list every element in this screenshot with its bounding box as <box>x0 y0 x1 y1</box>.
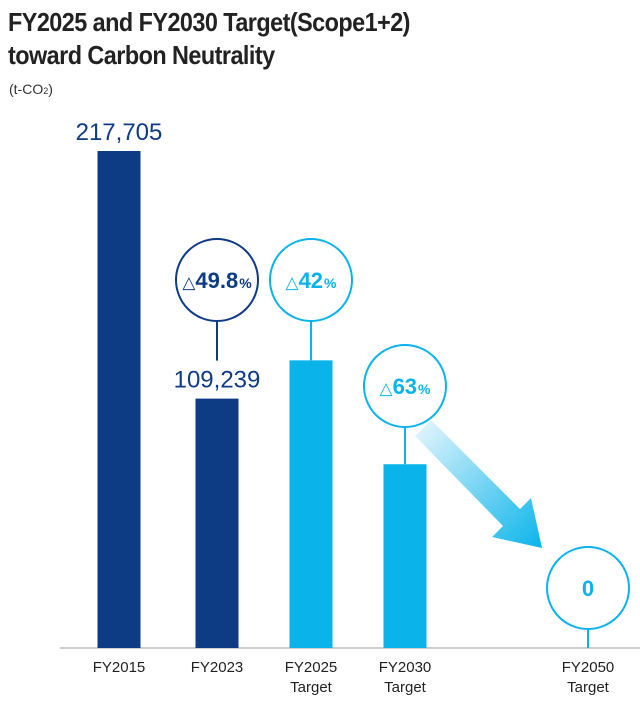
x-tick-label: FY2015 <box>93 659 146 676</box>
callout-value: 42 <box>299 268 323 293</box>
reduction-callout-circle <box>175 238 259 322</box>
reduction-arrow <box>415 420 542 548</box>
x-tick-label: FY2023 <box>191 659 244 676</box>
bar-fy2023 <box>195 398 239 648</box>
callout-symbol: △ <box>379 379 393 398</box>
bar-fy2030 <box>383 464 427 648</box>
x-tick-label: FY2050 <box>562 659 615 676</box>
chart-title-line1: FY2025 and FY2030 Target(Scope1+2) <box>8 7 410 37</box>
callout-unit: % <box>239 275 252 291</box>
bar-fy2015 <box>97 151 141 648</box>
value-label-fy2015: 217,705 <box>76 119 163 146</box>
reduction-callout-text: △42% <box>285 268 337 293</box>
end-callout-circle <box>546 546 630 630</box>
unit-subscript: 2 <box>43 86 49 96</box>
unit-suffix: ) <box>48 81 53 97</box>
end-callout-value: 0 <box>582 576 594 601</box>
reduction-callout-text: △63% <box>379 374 431 399</box>
unit-label: (t-CO2) <box>9 81 53 97</box>
chart-title: FY2025 and FY2030 Target(Scope1+2) towar… <box>8 6 410 72</box>
x-tick-label-line2: Target <box>384 679 427 696</box>
reduction-callout-text: △49.8% <box>182 268 252 293</box>
callout-value: 49.8 <box>195 268 238 293</box>
callout-symbol: △ <box>182 273 196 292</box>
callout-unit: % <box>324 275 337 291</box>
unit-prefix: (t-CO <box>9 81 44 97</box>
callout-value: 63 <box>393 374 417 399</box>
callout-unit: % <box>418 381 431 397</box>
chart-title-line2: toward Carbon Neutrality <box>8 40 275 70</box>
x-tick-label-line2: Target <box>567 679 610 696</box>
x-tick-label: FY2030 <box>379 659 432 676</box>
callout-symbol: △ <box>285 273 299 292</box>
reduction-callout-circle <box>363 344 447 428</box>
bar-fy2025 <box>289 360 333 648</box>
reduction-callout-circle <box>269 238 353 322</box>
x-tick-label: FY2025 <box>285 659 338 676</box>
x-tick-label-line2: Target <box>290 679 333 696</box>
value-label-fy2023: 109,239 <box>174 367 261 394</box>
